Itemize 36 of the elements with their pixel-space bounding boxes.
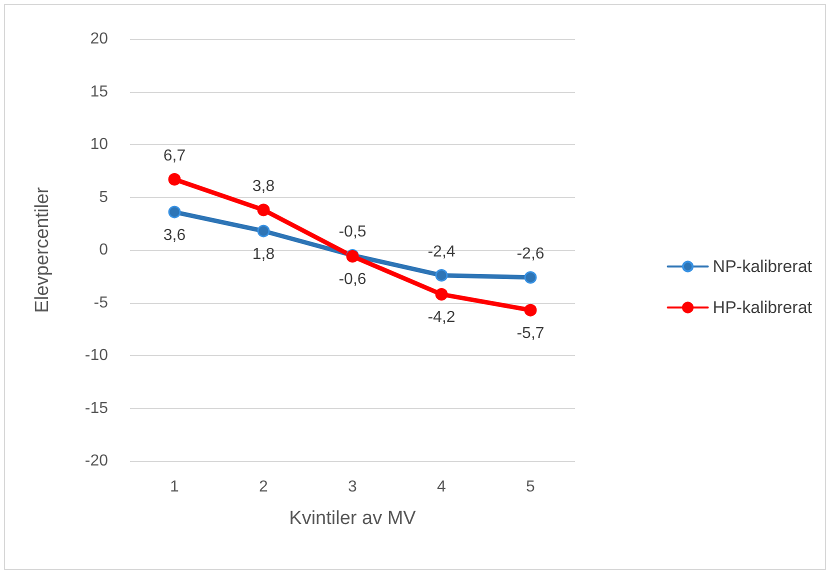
point	[435, 288, 448, 301]
y-tick-label: 5	[99, 188, 108, 206]
x-tick-label: 1	[170, 478, 180, 496]
point	[524, 271, 537, 284]
y-axis-title: Elevpercentiler	[32, 186, 53, 313]
x-tick-label: 4	[437, 478, 446, 496]
data-label: -0,6	[338, 271, 366, 288]
legend-label: NP-kalibrerat	[712, 257, 812, 276]
y-tick-label: -5	[94, 294, 108, 312]
x-tick-label: 2	[259, 478, 268, 496]
data-label: 1,8	[252, 246, 275, 263]
data-label: -2,4	[428, 244, 456, 261]
data-label: 3,8	[252, 178, 275, 196]
data-label: 3,6	[163, 226, 186, 244]
y-tick-label: -10	[84, 347, 108, 364]
legend-label: HP-kalibrerat	[712, 298, 812, 317]
y-tick-label: -20	[84, 452, 108, 470]
y-tick-label: 20	[90, 30, 108, 48]
point	[168, 206, 181, 218]
point	[257, 204, 270, 216]
point	[435, 269, 448, 282]
y-tick-label: -15	[84, 400, 108, 417]
data-label: -0,5	[338, 224, 366, 241]
point	[257, 224, 270, 238]
point	[524, 304, 537, 316]
data-label: -4,2	[428, 309, 456, 326]
x-axis-title: Kvintiler av MV	[289, 508, 416, 529]
y-tick-label: 15	[90, 83, 108, 100]
x-tick-label: 5	[526, 478, 536, 496]
x-tick-label: 3	[348, 478, 358, 496]
data-label: -5,7	[516, 324, 544, 342]
data-label: 6,7	[163, 148, 186, 165]
y-tick-label: 10	[90, 136, 108, 153]
point	[168, 173, 181, 186]
data-label: -2,6	[516, 246, 544, 263]
y-tick-label: 0	[99, 242, 108, 258]
